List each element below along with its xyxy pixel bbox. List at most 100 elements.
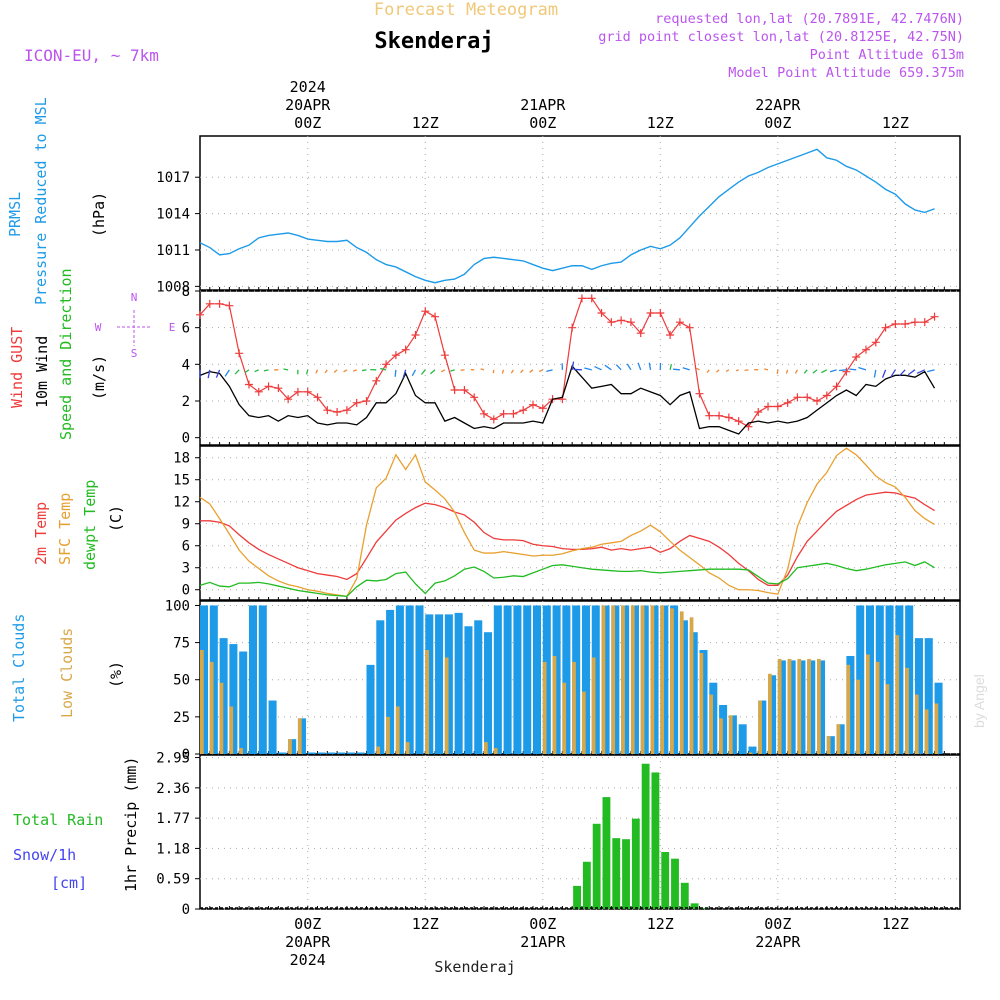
gust-marker: [577, 294, 586, 303]
rain-bar: [671, 858, 679, 909]
wind-direction-arrow: [429, 369, 436, 375]
total-clouds-bar: [542, 605, 551, 754]
total-clouds-bar: [356, 752, 365, 754]
wind-direction-arrow: [315, 369, 319, 374]
bottom-time-label: 2024: [290, 951, 326, 969]
total-clouds-bar: [728, 715, 737, 754]
low-clouds-bar: [817, 658, 821, 754]
gust-marker: [254, 387, 263, 396]
gust-marker: [822, 391, 831, 400]
snow-unit-label: [cm]: [51, 874, 87, 892]
total-clouds-bar: [395, 605, 404, 754]
compass-south: S: [131, 347, 138, 360]
total-clouds-bar: [611, 605, 620, 754]
wind-ytick-label: 8: [182, 284, 190, 300]
wind-direction-arrow: [785, 369, 789, 374]
wind-direction-arrow: [501, 369, 505, 374]
wind-direction-arrow: [673, 368, 680, 371]
wind-direction-arrow: [510, 369, 514, 374]
rain-bar: [700, 907, 709, 909]
low-clouds-bar: [297, 718, 302, 754]
gust-marker: [401, 345, 410, 354]
wind-direction-arrow: [411, 369, 417, 377]
gust-marker: [617, 316, 626, 325]
gust-marker: [656, 309, 665, 317]
gust-marker: [196, 310, 204, 319]
gust-marker: [538, 404, 547, 413]
total-clouds-bar: [288, 739, 297, 754]
pressure-unit-label: (hPa): [90, 192, 108, 237]
model-label: ICON-EU, ~ 7km: [24, 46, 159, 65]
pressure-ytick-label: 1017: [156, 170, 190, 186]
watermark: by Angel: [971, 674, 987, 728]
low-clouds-bar: [572, 661, 576, 754]
precipitation-ytick-label: 0.59: [156, 872, 190, 888]
gust-line: [199, 297, 935, 428]
wind-direction-arrow: [380, 367, 387, 371]
total-clouds-bar: [709, 682, 718, 754]
total-clouds-bar: [885, 605, 894, 754]
total-clouds-bar: [464, 626, 473, 754]
wind-direction-label: Speed and Direction: [57, 268, 75, 440]
wind-direction-arrow: [615, 364, 622, 371]
clouds-ytick-label: 0: [182, 747, 190, 763]
total-clouds-bar: [914, 638, 923, 754]
gust-marker: [323, 406, 332, 415]
precipitation-ytick-label: 1.77: [156, 811, 190, 827]
clouds-ytick-label: 25: [173, 710, 190, 726]
gust-marker: [372, 376, 381, 385]
gust-marker: [215, 299, 224, 308]
temp-sfc-label: SFC Temp: [56, 493, 74, 565]
wind-direction-arrow: [283, 368, 289, 371]
total-clouds-bar: [229, 644, 238, 754]
low-clouds-bar: [914, 694, 919, 754]
temperature-ytick-label: 3: [182, 561, 190, 577]
total-clouds-bar: [474, 620, 483, 754]
top-time-label: 00Z: [764, 114, 791, 132]
wind-direction-arrow: [234, 369, 240, 375]
total-clouds-bar: [513, 605, 522, 754]
total-clouds-bar: [386, 609, 395, 754]
precip-panel-labels: Total Rain Snow/1h [cm] 1hr Precip (mm): [13, 757, 140, 892]
wind-direction-arrow: [604, 364, 612, 371]
low-clouds-bar: [728, 715, 733, 754]
temp-sfc-line: [199, 447, 935, 598]
rain-bar: [661, 852, 670, 909]
total-clouds-bar: [415, 605, 424, 754]
gust-marker: [715, 411, 724, 420]
footer-location: Skenderaj: [434, 958, 515, 976]
bottom-time-label: 12Z: [412, 915, 439, 933]
low-clouds-bar: [630, 605, 635, 754]
low-clouds-bar: [493, 748, 498, 754]
total-clouds-bar: [454, 612, 463, 754]
temperature-ytick-label: 9: [182, 517, 190, 533]
total-clouds-bar: [905, 605, 914, 754]
clouds-unit-label: (%): [107, 661, 125, 688]
total-clouds-bar: [591, 605, 600, 754]
compass-north: N: [131, 291, 138, 304]
gust-marker: [754, 408, 763, 416]
top-time-label: 21APR: [520, 96, 566, 114]
total-clouds-bar: [699, 650, 708, 754]
gust-marker: [764, 402, 773, 411]
gust-marker: [793, 393, 802, 402]
wind-frame: [199, 290, 961, 446]
total-clouds-bar: [768, 675, 777, 754]
wind-direction-arrow: [254, 369, 260, 373]
total-clouds-bar: [484, 632, 493, 754]
low-clouds-bar: [670, 608, 674, 754]
low-clouds-bar: [200, 650, 204, 754]
total-clouds-bar: [777, 660, 786, 754]
total-clouds-bar: [346, 752, 355, 754]
gust-marker: [205, 299, 214, 308]
wind-direction-arrow: [394, 369, 397, 377]
gust-marker: [342, 406, 351, 415]
total-clouds-bar: [493, 605, 502, 754]
rain-bar: [651, 772, 660, 909]
gust-marker: [293, 387, 302, 396]
wind-ytick-label: 6: [182, 321, 190, 337]
gust-marker: [871, 338, 880, 347]
clouds-panel-labels: Total Clouds Low Clouds (%): [10, 614, 125, 722]
low-clouds-bar: [376, 746, 381, 754]
